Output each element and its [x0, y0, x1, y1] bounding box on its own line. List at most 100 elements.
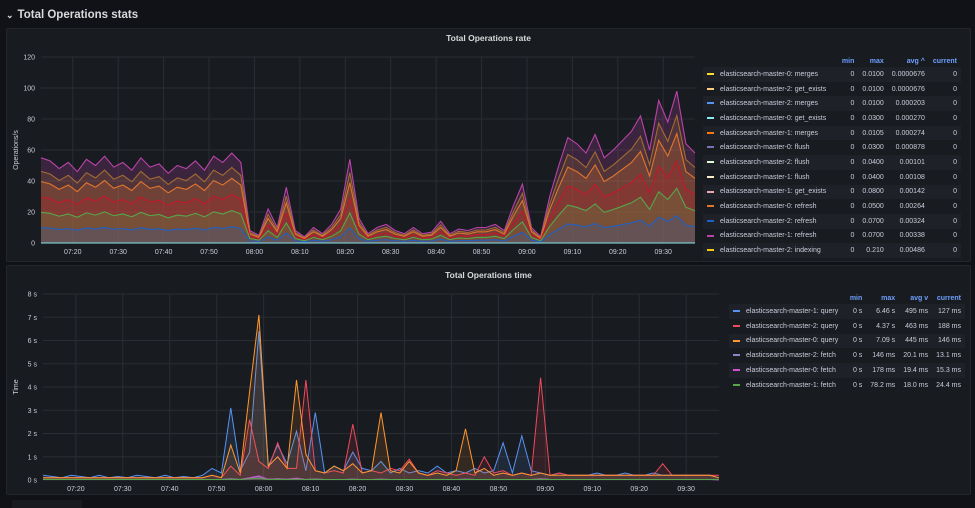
rate-legend-row[interactable]: elasticsearch-master-1: flush 0 0.0400 0.00… [703, 170, 961, 185]
legend-max-value: 146 ms [872, 352, 896, 360]
series-color-swatch [707, 234, 714, 237]
legend-avg-value: 0.0000676 [887, 67, 929, 82]
legend-max-value: 0.0100 [858, 67, 888, 82]
stack-series-line [40, 159, 696, 241]
series-name: elasticsearch-master-2: refresh [720, 217, 817, 225]
legend-header-max[interactable]: max [881, 294, 896, 302]
legend-max-value: 0.210 [858, 243, 888, 258]
stack-series-line [40, 113, 696, 239]
x-tick-label: 07:30 [109, 249, 127, 256]
legend-max-value: 78.2 ms [870, 381, 896, 389]
y-tick-label: 6 s [28, 338, 38, 345]
legend-current-value: 13.1 ms [936, 352, 961, 360]
x-tick-label: 07:50 [208, 486, 226, 493]
legend-min-value: 0 [837, 184, 859, 200]
legend-min-value: 0 s [852, 352, 863, 360]
series-name: elasticsearch-master-2: fetch [746, 352, 836, 360]
y-tick-label: 8 s [28, 292, 38, 299]
legend-header-min[interactable]: min [841, 57, 855, 65]
x-tick-label: 09:30 [654, 249, 672, 256]
panel-operations-time[interactable]: Total Operations time 0 s 1 s 2 s 3 s 4 s 5 s… [6, 265, 971, 495]
stack-area-fill [41, 133, 695, 243]
rate-legend-row[interactable]: elasticsearch-master-1: merges 0 0.0105 0.0… [703, 125, 961, 141]
rate-legend-row[interactable]: elasticsearch-master-2: merges 0 0.0100 0.0… [703, 96, 961, 112]
legend-header-min[interactable]: min [849, 294, 863, 302]
legend-avg-value: 0.00486 [887, 243, 929, 258]
time-chart: 0 s 1 s 2 s 3 s 4 s 5 s 6 s 7 s 8 s 07:20 07:30 07:… [13, 292, 720, 493]
legend-min-value: 0 s [852, 381, 863, 389]
legend-current-value: 0 [953, 114, 957, 122]
legend-current-value: 0 [953, 203, 957, 211]
legend-current-value: 0 [928, 184, 961, 200]
legend-header-current[interactable]: current [932, 57, 957, 65]
time-series-line [43, 314, 720, 479]
rate-legend-row[interactable]: elasticsearch-master-0: get_exists 0 0.030… [703, 111, 961, 126]
rate-legend-row[interactable]: elasticsearch-master-0: refresh 0 0.0500 0.… [703, 199, 961, 214]
legend-max-value: 178 ms [866, 363, 900, 378]
stack-series-line [40, 131, 696, 240]
legend-avg-value: 0.000270 [895, 114, 925, 122]
x-tick-label: 08:00 [255, 486, 273, 493]
legend-min-value: 0 [837, 213, 859, 229]
series-name: elasticsearch-master-2: get_exists [720, 85, 827, 93]
series-name: elasticsearch-master-2: indexing [720, 247, 821, 255]
x-tick-label: 09:00 [537, 486, 555, 493]
legend-avg-value: 0.00108 [899, 173, 925, 181]
rate-legend-row[interactable]: elasticsearch-master-2: refresh 0 0.0700 0.… [703, 213, 961, 229]
legend-avg-value: 19.4 ms [899, 363, 933, 378]
legend-max-value: 0.0300 [862, 114, 884, 122]
x-tick-label: 07:30 [114, 486, 132, 493]
legend-avg-value: 463 ms [905, 322, 929, 330]
row-header-total-operations[interactable]: ⌄ Total Operations stats [6, 6, 138, 24]
legend-current-value: 0 [928, 213, 961, 229]
legend-avg-value: 0.0000676 [891, 85, 925, 93]
legend-max-value: 0.0800 [858, 184, 888, 200]
rate-legend-row[interactable]: elasticsearch-master-2: flush 0 0.0400 0.00… [703, 155, 961, 170]
y-tick-label: 120 [23, 55, 35, 62]
y-tick-label: 2 s [28, 431, 38, 438]
legend-min-value: 0 s [845, 333, 867, 349]
legend-header-avg[interactable]: avg v [910, 294, 929, 302]
x-tick-label: 09:20 [609, 249, 627, 256]
time-legend-row[interactable]: elasticsearch-master-1: fetch 0 s 78.2 ms 1… [729, 378, 965, 393]
series-name: elasticsearch-master-1: merges [720, 129, 819, 137]
series-name: elasticsearch-master-2: flush [720, 158, 810, 166]
legend-min-value: 0 [837, 67, 859, 82]
y-tick-label: 0 [31, 241, 35, 248]
rate-legend-row[interactable]: elasticsearch-master-1: refresh 0 0.0700 0.… [703, 229, 961, 244]
time-legend-row[interactable]: elasticsearch-master-2: query 0 s 4.37 s 46… [729, 319, 965, 334]
legend-current-value: 146 ms [932, 333, 965, 349]
y-tick-label: 5 s [28, 361, 38, 368]
rate-legend-row[interactable]: elasticsearch-master-0: flush 0 0.0300 0.00… [703, 140, 961, 155]
legend-current-value: 0 [953, 173, 957, 181]
series-color-swatch [707, 87, 714, 90]
rate-legend-row[interactable]: elasticsearch-master-1: get_exists 0 0.080… [703, 184, 961, 200]
x-tick-label: 09:30 [677, 486, 695, 493]
series-color-swatch [707, 205, 714, 208]
legend-avg-value: 0.000878 [895, 144, 925, 152]
series-color-swatch [733, 354, 740, 357]
legend-header-current[interactable]: current [936, 294, 961, 302]
time-legend-row[interactable]: elasticsearch-master-0: fetch 0 s 178 ms 19… [729, 363, 965, 378]
y-tick-label: 4 s [28, 385, 38, 392]
time-legend-row[interactable]: elasticsearch-master-1: query 0 s 6.46 s 49… [729, 304, 965, 319]
panel-operations-rate[interactable]: Total Operations rate 0 20 40 60 80 100 120 07:… [6, 28, 971, 262]
legend-avg-value: 0.00324 [887, 213, 929, 229]
stack-area-fill [41, 188, 695, 243]
stack-area-fill [41, 91, 695, 243]
next-row-peek [12, 500, 82, 508]
rate-legend-row[interactable]: elasticsearch-master-2: get_exists 0 0.010… [703, 82, 961, 97]
x-tick-label: 07:40 [155, 249, 173, 256]
x-tick-label: 08:30 [396, 486, 414, 493]
time-legend-row[interactable]: elasticsearch-master-0: query 0 s 7.09 s 44… [729, 333, 965, 349]
rate-legend-row[interactable]: elasticsearch-master-0: merges 0 0.0100 0.0… [703, 67, 961, 82]
time-legend-row[interactable]: elasticsearch-master-2: fetch 0 s 146 ms 20… [729, 348, 965, 363]
legend-header-avg[interactable]: avg ^ [906, 57, 925, 65]
x-tick-label: 08:10 [291, 249, 309, 256]
legend-avg-value: 495 ms [899, 304, 933, 319]
legend-header-max[interactable]: max [869, 57, 884, 65]
rate-legend-row[interactable]: elasticsearch-master-2: indexing 0 0.210 0.… [703, 243, 961, 258]
x-tick-label: 08:20 [337, 249, 355, 256]
legend-current-value: 0 [928, 67, 961, 82]
legend-max-value: 0.0400 [862, 173, 884, 181]
